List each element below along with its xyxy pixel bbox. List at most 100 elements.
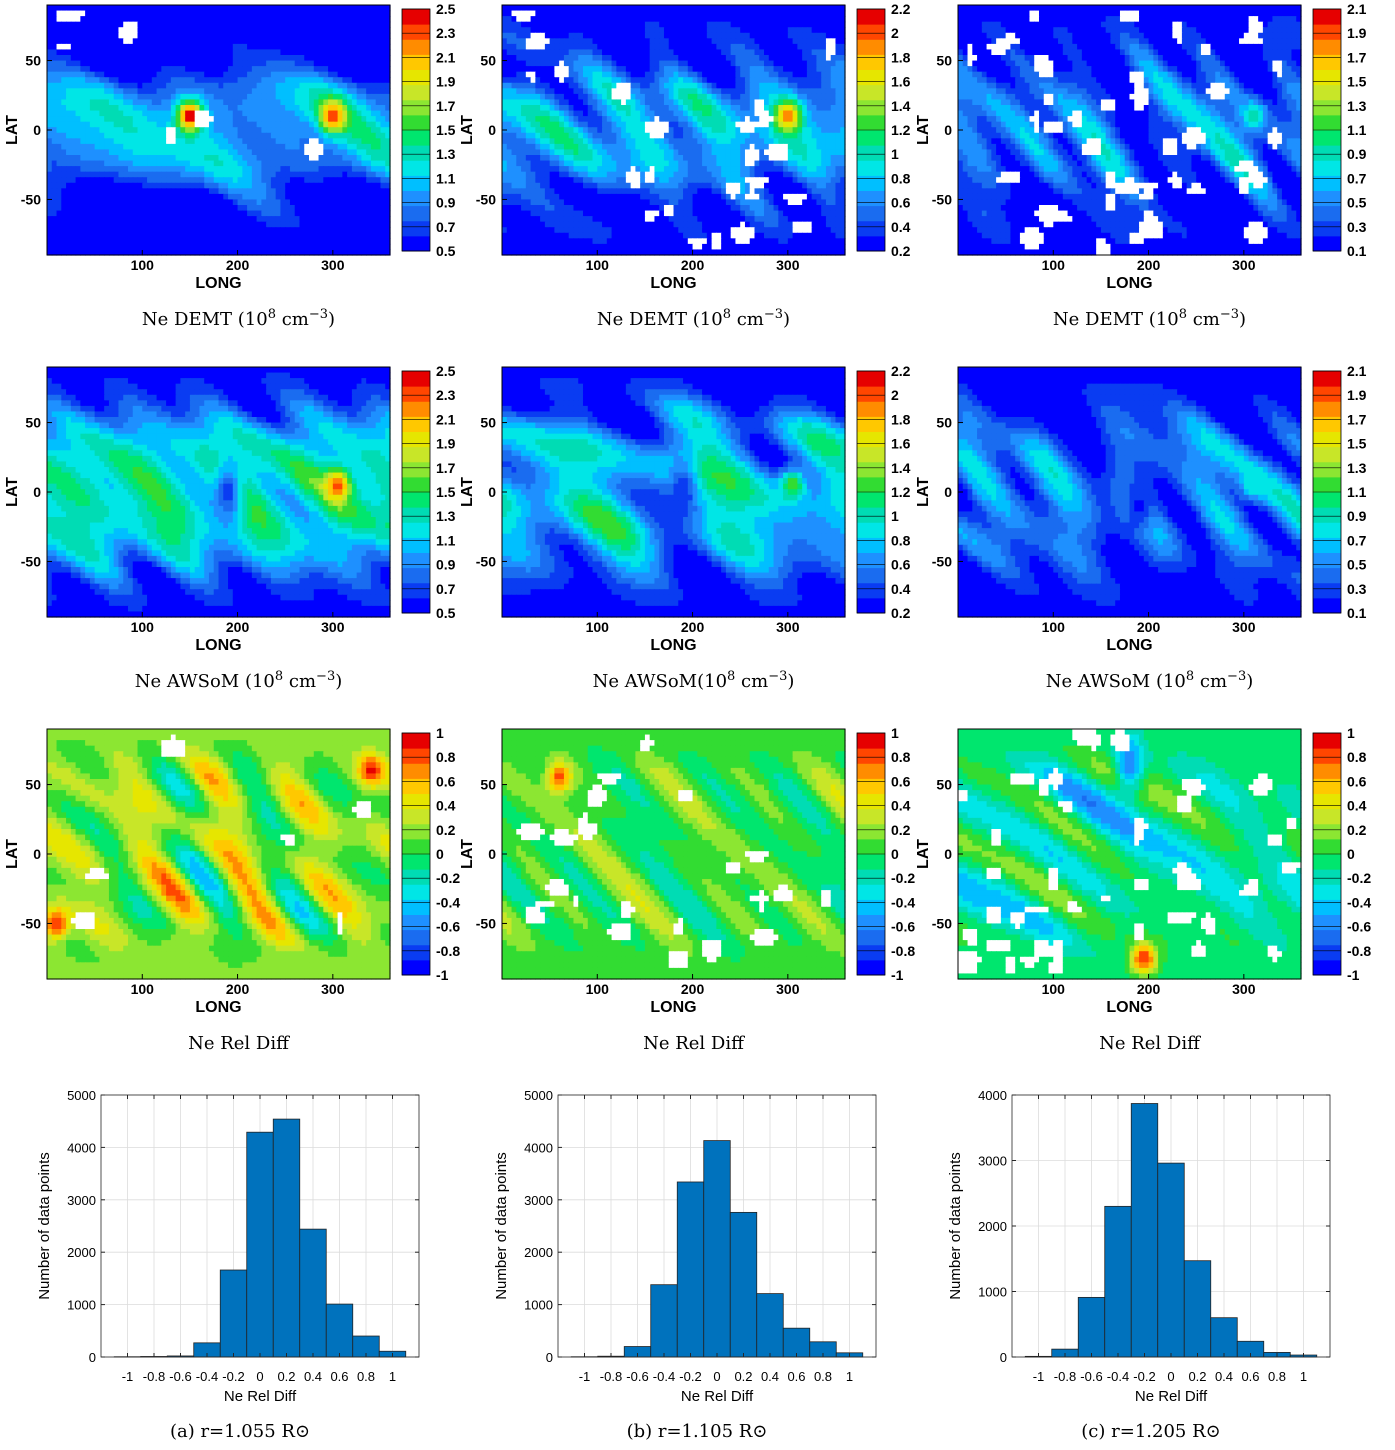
heatmap-cell: [166, 133, 171, 139]
heatmap-cell: [71, 166, 76, 172]
heatmap-cell: [190, 61, 195, 67]
heatmap-cell: [238, 138, 243, 144]
heatmap-cell: [190, 227, 195, 233]
heatmap-cell: [204, 177, 209, 183]
heatmap-cell: [266, 16, 271, 22]
heatmap-cell: [252, 172, 257, 178]
heatmap-cell: [338, 149, 343, 155]
heatmap-cell: [185, 161, 190, 167]
heatmap-cell: [333, 88, 338, 94]
heatmap-cell: [295, 194, 300, 200]
heatmap-cell: [376, 111, 381, 117]
heatmap-cell: [195, 27, 200, 33]
heatmap-cell: [247, 5, 252, 11]
heatmap-cell: [104, 233, 109, 239]
heatmap-cell: [223, 194, 228, 200]
heatmap-cell: [333, 111, 338, 117]
heatmap-cell: [333, 177, 338, 183]
heatmap-cell: [161, 105, 166, 111]
heatmap-cell: [285, 211, 290, 217]
heatmap-cell: [204, 11, 209, 17]
heatmap-cell: [195, 166, 200, 172]
heatmap-cell: [366, 144, 371, 150]
heatmap-cell: [104, 222, 109, 228]
heatmap-cell: [342, 161, 347, 167]
heatmap-cell: [157, 138, 162, 144]
heatmap-cell: [266, 22, 271, 28]
heatmap-cell: [338, 166, 343, 172]
heatmap-cell: [342, 22, 347, 28]
heatmap-cell: [99, 161, 104, 167]
heatmap-cell: [57, 177, 62, 183]
heatmap-cell: [90, 44, 95, 50]
y-axis-label: LAT: [4, 115, 21, 145]
heatmap-cell: [199, 227, 204, 233]
heatmap-cell: [142, 116, 147, 122]
heatmap-cell: [52, 94, 57, 100]
heatmap-cell: [133, 44, 138, 50]
heatmap-cell: [176, 227, 181, 233]
heatmap-cell: [361, 149, 366, 155]
heatmap-cell: [223, 116, 228, 122]
colorbar-tick-label: 2.5: [436, 1, 456, 17]
heatmap-cell: [333, 233, 338, 239]
heatmap-cell: [185, 94, 190, 100]
heatmap-cell: [118, 155, 123, 161]
heatmap-cell: [142, 49, 147, 55]
heatmap-cell: [342, 99, 347, 105]
heatmap-cell: [190, 66, 195, 72]
heatmap-cell: [228, 216, 233, 222]
heatmap-cell: [209, 194, 214, 200]
heatmap-cell: [257, 155, 262, 161]
heatmap-cell: [314, 205, 319, 211]
heatmap-cell: [142, 72, 147, 78]
heatmap-cell: [152, 27, 157, 33]
heatmap-cell: [376, 5, 381, 11]
heatmap-cell: [380, 166, 385, 172]
heatmap-cell: [61, 161, 66, 167]
heatmap-cell: [114, 61, 119, 67]
heatmap-cell: [147, 205, 152, 211]
colorbar-tick-label: 2.3: [436, 25, 456, 41]
heatmap-cell: [357, 77, 362, 83]
heatmap-cell: [199, 94, 204, 100]
heatmap-cell: [797, 5, 802, 11]
heatmap-cell: [66, 177, 71, 183]
heatmap-cell: [219, 94, 224, 100]
heatmap-cell: [247, 127, 252, 133]
heatmap-cell: [171, 99, 176, 105]
heatmap-cell: [361, 233, 366, 239]
heatmap-cell: [242, 177, 247, 183]
heatmap-cell: [147, 227, 152, 233]
heatmap-cell: [247, 72, 252, 78]
heatmap-cell: [223, 16, 228, 22]
heatmap-cell: [266, 188, 271, 194]
heatmap-cell: [371, 72, 376, 78]
heatmap-cell: [123, 122, 128, 128]
heatmap-cell: [66, 105, 71, 111]
heatmap-cell: [650, 5, 655, 11]
heatmap-cell: [323, 188, 328, 194]
heatmap-cell: [228, 166, 233, 172]
heatmap-cell: [138, 49, 143, 55]
heatmap-cell: [176, 138, 181, 144]
heatmap-cell: [80, 11, 85, 17]
heatmap-cell: [247, 172, 252, 178]
heatmap-cell: [118, 77, 123, 83]
heatmap-cell: [180, 211, 185, 217]
heatmap-cell: [328, 199, 333, 205]
heatmap-cell: [376, 138, 381, 144]
heatmap-cell: [147, 155, 152, 161]
heatmap-cell: [171, 127, 176, 133]
heatmap-cell: [52, 216, 57, 222]
heatmap-cell: [285, 133, 290, 139]
heatmap-cell: [118, 149, 123, 155]
heatmap-cell: [166, 166, 171, 172]
heatmap-cell: [57, 55, 62, 61]
heatmap-cell: [52, 205, 57, 211]
heatmap-cell: [61, 194, 66, 200]
heatmap-cell: [304, 161, 309, 167]
heatmap-cell: [133, 205, 138, 211]
heatmap-cell: [314, 161, 319, 167]
heatmap-cell: [357, 66, 362, 72]
